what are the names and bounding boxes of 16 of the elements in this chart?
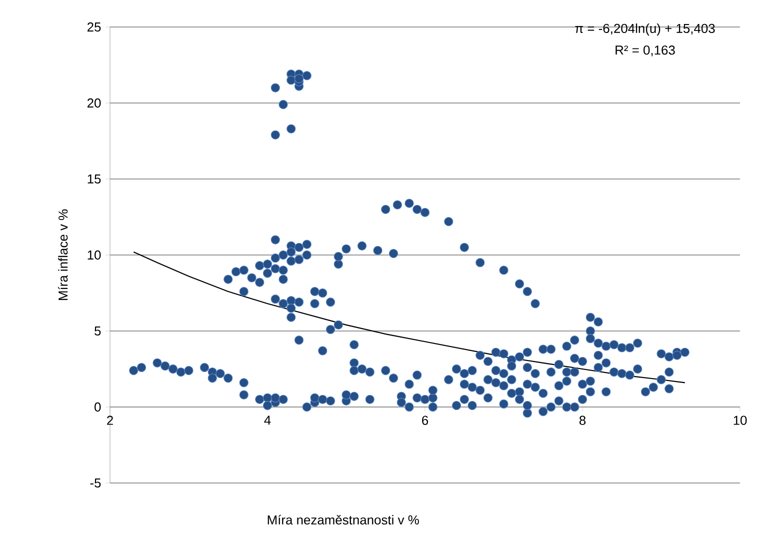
x-tick-label: 2 [107,416,113,425]
y-tick-label: 0 [94,402,101,412]
y-tick-label: 25 [87,22,101,32]
x-tick-label: 10 [734,416,747,425]
annotation: π = -6,204ln(u) + 15,403 [575,24,715,36]
x-tick-label: 8 [579,416,586,425]
x-axis-title: Míra nezaměstnanosti v % [268,514,419,525]
y-tick-label: 15 [88,174,101,184]
x-tick-label: 6 [422,416,428,425]
y-tick-label: 10 [88,250,101,260]
annotation: R² = 0,163 [616,46,675,56]
y-tick-label: -5 [90,478,101,488]
y-tick-label: 5 [94,326,101,336]
x-tick-label: 4 [264,416,271,425]
y-axis-title: Míra inflace v % [58,209,68,300]
y-tick-label: 20 [87,98,101,108]
